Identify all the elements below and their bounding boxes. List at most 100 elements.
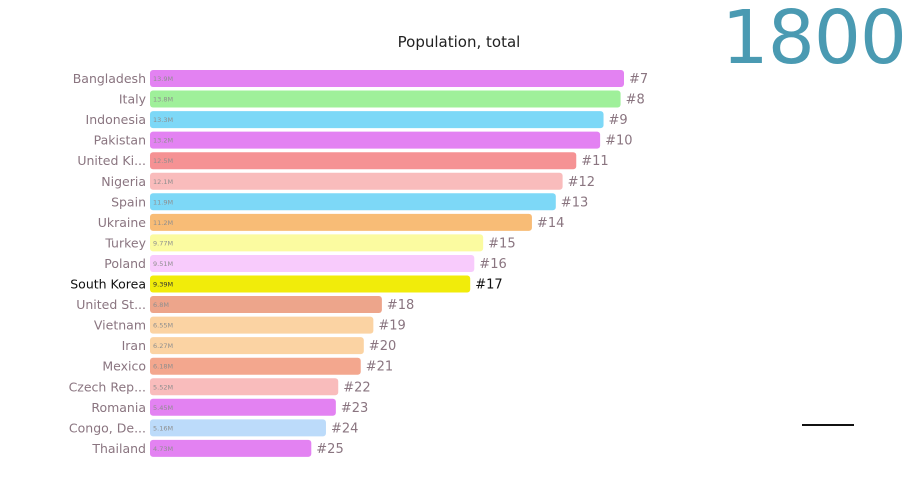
bar-rank-label: #16 xyxy=(479,257,506,272)
bar-rank-label: #24 xyxy=(331,421,358,436)
bar-category-label: Czech Rep... xyxy=(69,379,146,394)
bar xyxy=(150,275,471,293)
bar xyxy=(150,131,601,149)
bar xyxy=(150,111,604,129)
bar-category-label: Nigeria xyxy=(101,174,146,189)
bar-value-label: 6.27M xyxy=(153,342,173,350)
chart-title: Population, total xyxy=(397,33,521,51)
bar-value-label: 5.52M xyxy=(153,383,173,391)
bar-row: Bangladesh 13.9M #7 xyxy=(73,70,648,87)
bar-row: South Korea 9.39M #17 xyxy=(70,275,503,293)
bar-value-label: 13.8M xyxy=(153,96,173,104)
bar-value-label: 5.45M xyxy=(153,404,173,412)
bar-rank-label: #15 xyxy=(488,236,515,251)
bar-value-label: 9.39M xyxy=(153,281,173,289)
bar-category-label: United St... xyxy=(76,297,146,312)
bar-value-label: 6.8M xyxy=(153,301,169,309)
bar xyxy=(150,193,556,211)
bar-row: Vietnam 6.55M #19 xyxy=(94,316,406,334)
bar-row: Spain 11.9M #13 xyxy=(111,193,588,211)
bar xyxy=(150,398,336,416)
bar-rank-label: #25 xyxy=(316,442,343,457)
bar-rank-label: #7 xyxy=(629,72,648,87)
bar-category-label: Iran xyxy=(122,338,146,353)
bar-category-label: Congo, De... xyxy=(69,420,146,435)
bar-rank-label: #23 xyxy=(341,401,368,416)
bar-category-label: Thailand xyxy=(91,441,146,456)
bar-rank-label: #8 xyxy=(626,93,645,108)
bar-row: Poland 9.51M #16 xyxy=(104,254,507,272)
bar-row: Indonesia 13.3M #9 xyxy=(86,111,628,129)
bar xyxy=(150,378,339,396)
bar-category-label: Bangladesh xyxy=(73,71,146,86)
bar xyxy=(150,439,312,457)
bar xyxy=(150,419,326,437)
bar-row: Thailand 4.73M #25 xyxy=(91,439,344,457)
bar-row: Italy 13.8M #8 xyxy=(119,90,645,108)
bar-row: Congo, De... 5.16M #24 xyxy=(69,419,358,437)
bar-rank-label: #21 xyxy=(366,360,393,375)
bar-value-label: 6.55M xyxy=(153,322,173,330)
bar-rank-label: #10 xyxy=(605,134,632,149)
bar-category-label: Italy xyxy=(119,92,147,107)
bar xyxy=(150,337,364,355)
bar-category-label: Ukraine xyxy=(98,215,147,230)
bar-row: Nigeria 12.1M #12 xyxy=(101,172,595,190)
bar-category-label: United Ki... xyxy=(77,153,146,168)
bar-value-label: 12.5M xyxy=(153,157,173,165)
bar-value-label: 6.18M xyxy=(153,363,173,371)
bar-value-label: 13.3M xyxy=(153,116,173,124)
bar xyxy=(150,213,532,231)
bar-rank-label: #9 xyxy=(609,113,628,128)
bar-category-label: Romania xyxy=(91,400,146,415)
bar-rank-label: #20 xyxy=(369,339,396,354)
bar-category-label: Spain xyxy=(111,194,146,209)
bar-rank-label: #19 xyxy=(378,319,405,334)
bar-category-label: Turkey xyxy=(104,235,146,250)
bar-row: United Ki... 12.5M #11 xyxy=(77,152,609,170)
bar-row: Mexico 6.18M #21 xyxy=(102,357,393,375)
bar-category-label: Vietnam xyxy=(94,318,146,333)
bar-rank-label: #12 xyxy=(568,175,595,190)
bar-rank-label: #11 xyxy=(581,154,608,169)
bar-value-label: 13.9M xyxy=(153,75,173,83)
bar-category-label: Indonesia xyxy=(86,112,146,127)
year-counter: 1800 xyxy=(721,0,907,81)
bar xyxy=(150,90,621,108)
bar-rank-label: #22 xyxy=(343,380,370,395)
bar xyxy=(150,296,382,314)
bar-row: Czech Rep... 5.52M #22 xyxy=(69,378,371,396)
bar-value-label: 9.51M xyxy=(153,260,173,268)
bar-row: United St... 6.8M #18 xyxy=(76,296,414,314)
bar-row: Turkey 9.77M #15 xyxy=(104,234,516,252)
bar-row: Pakistan 13.2M #10 xyxy=(94,131,633,149)
bar-rank-label: #13 xyxy=(561,195,588,210)
bar-category-label: South Korea xyxy=(70,277,146,292)
bar-value-label: 11.9M xyxy=(153,198,173,206)
bar-rank-label: #14 xyxy=(537,216,564,231)
bar xyxy=(150,316,374,334)
bar-rank-label: #17 xyxy=(475,278,502,293)
bar-value-label: 9.77M xyxy=(153,239,173,247)
bar-row: Iran 6.27M #20 xyxy=(122,337,396,355)
bar-value-label: 12.1M xyxy=(153,178,173,186)
bar-rank-label: #18 xyxy=(387,298,414,313)
bar xyxy=(150,172,563,190)
bars-layer: Bangladesh 13.9M #7 Italy 13.8M #8 Indonesia 13… xyxy=(69,70,648,457)
timeline-scrub-line[interactable] xyxy=(802,424,854,426)
bar-value-label: 13.2M xyxy=(153,137,173,145)
bar xyxy=(150,254,475,272)
bar xyxy=(150,70,624,87)
bar-row: Romania 5.45M #23 xyxy=(91,398,368,416)
bar-category-label: Pakistan xyxy=(94,133,146,148)
bar xyxy=(150,234,484,252)
bar-value-label: 4.73M xyxy=(153,445,173,453)
bar xyxy=(150,357,361,375)
bar-category-label: Poland xyxy=(104,256,146,271)
bar-value-label: 5.16M xyxy=(153,424,173,432)
bar xyxy=(150,152,577,170)
bar-category-label: Mexico xyxy=(102,359,146,374)
bar-row: Ukraine 11.2M #14 xyxy=(98,213,564,231)
bar-value-label: 11.2M xyxy=(153,219,173,227)
